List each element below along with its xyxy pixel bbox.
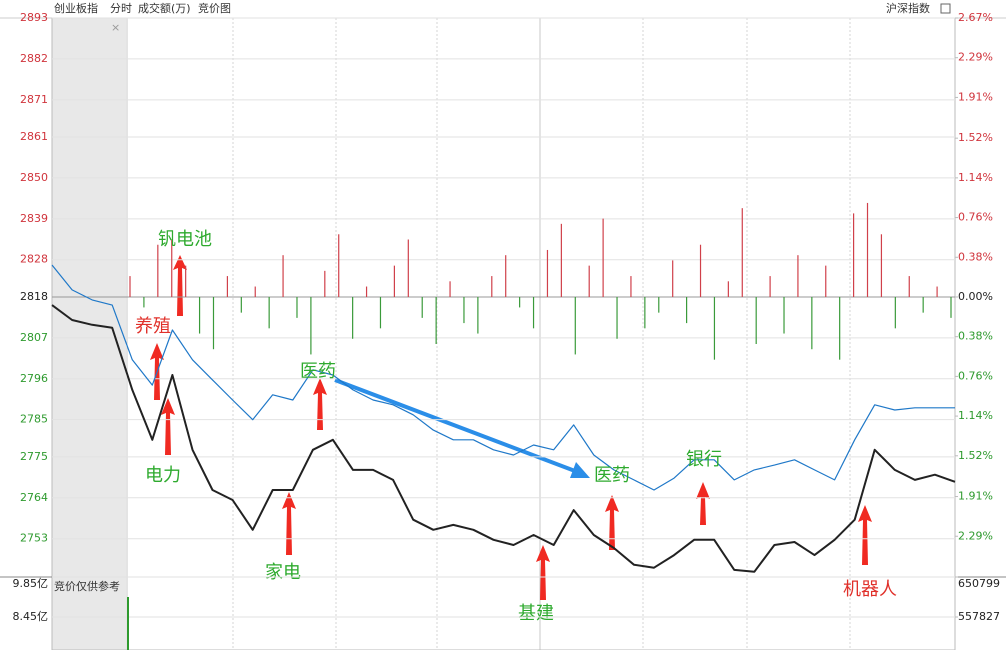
annotation: 基建 [518, 603, 554, 624]
y-tick-label: 2807 [20, 331, 48, 344]
y2-tick-label: 0.76% [958, 369, 993, 382]
header-item[interactable]: 成交额(万) [138, 1, 191, 15]
annotation: 养殖 [135, 315, 171, 337]
annotation: 家电 [265, 562, 301, 583]
y2-tick-label: 650799 [958, 577, 1000, 590]
y-tick-label: 2818 [20, 290, 48, 303]
arrows [150, 255, 872, 600]
close-icon: × [111, 21, 120, 34]
annotation: 机器人 [843, 579, 897, 600]
y2-tick-label: 0.38% [958, 250, 993, 263]
y-tick-label: 2850 [20, 171, 48, 184]
settings-icon[interactable] [940, 3, 951, 14]
vertical-grid [232, 18, 851, 650]
y2-tick-label: 0.00% [958, 290, 993, 303]
y-tick-label: 2796 [20, 372, 48, 385]
y2-tick-label: 1.91% [958, 490, 993, 503]
compare-name[interactable]: 沪深指数 [886, 1, 930, 15]
panel-label: 竞价仅供参考 [54, 579, 120, 593]
y-tick-label: 2764 [20, 491, 48, 504]
annotation: 电力 [145, 465, 181, 486]
y-tick-label: 9.85亿 [13, 577, 49, 590]
header-item[interactable]: 竞价图 [198, 1, 231, 15]
y-tick-label: 2893 [20, 11, 48, 24]
y-tick-label: 2839 [20, 212, 48, 225]
y2-tick-label: 0.76% [958, 211, 993, 224]
y-tick-label: 8.45亿 [13, 610, 49, 623]
y-tick-label: 2828 [20, 253, 48, 266]
price-line [51, 304, 956, 573]
y2-tick-label: 1.52% [958, 131, 993, 144]
y2-tick-label: 1.14% [958, 171, 993, 184]
y-tick-label: 2775 [20, 450, 48, 463]
y2-tick-label: 0.38% [958, 330, 993, 343]
header-item[interactable]: 分时 [110, 2, 132, 15]
y2-tick-label: 1.52% [958, 449, 993, 462]
y2-tick-label: 557827 [958, 610, 1000, 623]
y-tick-label: 2785 [20, 413, 48, 426]
y-tick-label: 2861 [20, 130, 48, 143]
annotation: 医药 [300, 361, 336, 382]
y2-tick-label: 2.67% [958, 11, 993, 24]
index-name: 创业板指 [54, 1, 98, 15]
y-tick-label: 2871 [20, 93, 48, 106]
y-tick-label: 2882 [20, 52, 48, 65]
blue-arrow [334, 378, 590, 478]
y2-tick-label: 2.29% [958, 529, 993, 542]
annotation: 钒电池 [158, 229, 212, 250]
price-line [51, 264, 955, 491]
y2-tick-label: 2.29% [958, 51, 993, 64]
y2-tick-label: 1.14% [958, 409, 993, 422]
volume-bar [127, 597, 129, 650]
annotation: 银行 [686, 449, 722, 470]
y2-tick-label: 1.91% [958, 90, 993, 103]
y-tick-label: 2753 [20, 532, 48, 545]
annotation: 医药 [594, 465, 630, 486]
frame [51, 17, 956, 650]
